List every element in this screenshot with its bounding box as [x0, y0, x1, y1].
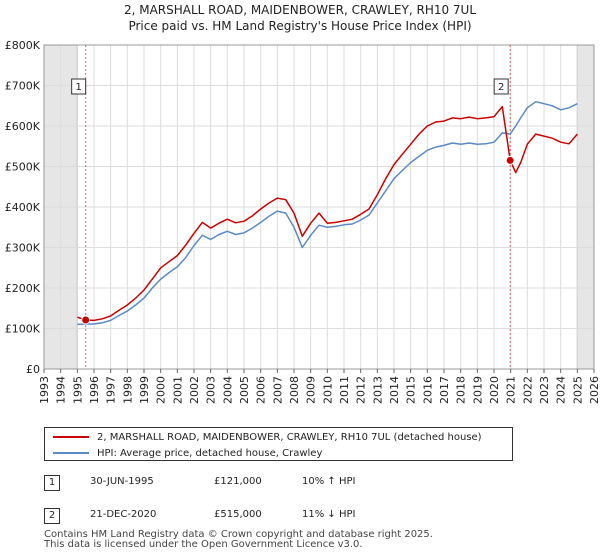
sale-date: 21-DEC-2020	[90, 509, 157, 520]
annotation-box	[71, 78, 87, 95]
x-tick-label: 2010	[321, 376, 334, 404]
x-tick-label: 2019	[471, 376, 484, 404]
x-tick-label: 1997	[105, 376, 118, 404]
sale-price: £121,000	[214, 476, 262, 487]
y-tick-label: £300K	[5, 242, 41, 255]
chart-title-block: 2, MARSHALL ROAD, MAIDENBOWER, CRAWLEY, …	[0, 2, 600, 34]
sale-marker-lines	[85, 45, 511, 369]
annotation-label: 1	[75, 82, 81, 93]
footer-attribution: Contains HM Land Registry data © Crown c…	[44, 530, 433, 550]
x-tick-label: 2009	[305, 376, 318, 404]
series-line-property	[77, 105, 578, 322]
chart-title: 2, MARSHALL ROAD, MAIDENBOWER, CRAWLEY, …	[123, 3, 477, 17]
x-tick-label: 2008	[288, 376, 301, 404]
x-tick-label: 2016	[421, 376, 434, 404]
x-tick-label: 2015	[405, 376, 418, 404]
y-tick-label: £800K	[5, 39, 41, 52]
x-tick-label: 1993	[38, 376, 51, 404]
x-tick-label: 2021	[505, 376, 518, 404]
x-tick-label: 2023	[538, 376, 551, 404]
price-chart: £0 £100K £200K £300K £400K £500K £600K £700K £80…	[5, 39, 600, 404]
sale-point	[505, 155, 515, 165]
legend-swatch-hpi	[53, 452, 89, 454]
sale-price: £515,000	[214, 509, 262, 520]
legend-label-hpi: HPI: Average price, detached house, Craw…	[97, 447, 323, 459]
x-axis: 1993 1994 1995 1996 1997 1998 1999 2000 2001 2002…	[38, 369, 600, 404]
x-tick-label: 2003	[205, 376, 218, 404]
x-tick-label: 2018	[455, 376, 468, 404]
footer-line-1: Contains HM Land Registry data © Crown c…	[44, 529, 433, 540]
x-tick-label: 2012	[355, 376, 368, 404]
x-tick-label: 2025	[571, 376, 584, 404]
sale-points	[81, 155, 515, 325]
x-tick-label: 2004	[221, 376, 234, 404]
x-tick-label: 2001	[171, 376, 184, 404]
x-tick-label: 2006	[255, 376, 268, 404]
y-tick-label: £700K	[5, 80, 41, 93]
sale-hpi-diff: 11% ↓ HPI	[302, 509, 356, 520]
x-tick-label: 2026	[588, 376, 600, 404]
table-row: 1 30-JUN-1995 £121,000 10% ↑ HPI	[44, 475, 544, 491]
sale-number-badge: 1	[44, 475, 60, 491]
y-tick-label: £600K	[5, 120, 41, 133]
x-tick-label: 2011	[338, 376, 351, 404]
x-tick-label: 2017	[438, 376, 451, 404]
plot-area-border	[43, 44, 595, 370]
y-axis: £0 £100K £200K £300K £400K £500K £600K £700K £80…	[5, 39, 41, 376]
y-tick-label: £100K	[5, 323, 41, 336]
sale-hpi-diff: 10% ↑ HPI	[302, 476, 356, 487]
footer-line-2: This data is licensed under the Open Gov…	[44, 539, 363, 550]
x-tick-label: 2005	[238, 376, 251, 404]
y-tick-label: £0	[26, 363, 40, 376]
x-tick-label: 1999	[138, 376, 151, 404]
x-tick-label: 1996	[88, 376, 101, 404]
sale-date: 30-JUN-1995	[90, 476, 154, 487]
x-tick-label: 2013	[371, 376, 384, 404]
y-tick-label: £200K	[5, 282, 41, 295]
sale-number-badge: 2	[44, 508, 60, 524]
x-tick-label: 1998	[121, 376, 134, 404]
x-tick-label: 1995	[71, 376, 84, 404]
series-lines	[77, 100, 578, 326]
legend-swatch-property	[53, 436, 89, 438]
legend-item-property: 2, MARSHALL ROAD, MAIDENBOWER, CRAWLEY, …	[53, 430, 482, 444]
y-tick-label: £400K	[5, 201, 41, 214]
x-tick-label: 2022	[521, 376, 534, 404]
table-row: 2 21-DEC-2020 £515,000 11% ↓ HPI	[44, 508, 544, 524]
chart-subtitle: Price paid vs. HM Land Registry's House …	[128, 19, 472, 33]
annotation-label: 2	[498, 82, 504, 93]
x-tick-label: 2014	[388, 376, 401, 404]
y-tick-label: £500K	[5, 161, 41, 174]
legend-label-property: 2, MARSHALL ROAD, MAIDENBOWER, CRAWLEY, …	[97, 431, 482, 443]
sale-point	[81, 315, 91, 325]
annotation-box	[493, 78, 509, 95]
chart-legend: 2, MARSHALL ROAD, MAIDENBOWER, CRAWLEY, …	[44, 427, 513, 461]
x-tick-label: 2002	[188, 376, 201, 404]
x-tick-label: 1994	[55, 376, 68, 404]
series-line-hpi	[77, 100, 578, 326]
x-tick-label: 2007	[271, 376, 284, 404]
x-tick-label: 2020	[488, 376, 501, 404]
x-tick-label: 2000	[155, 376, 168, 404]
x-tick-label: 2024	[555, 376, 568, 404]
legend-item-hpi: HPI: Average price, detached house, Craw…	[53, 446, 322, 460]
